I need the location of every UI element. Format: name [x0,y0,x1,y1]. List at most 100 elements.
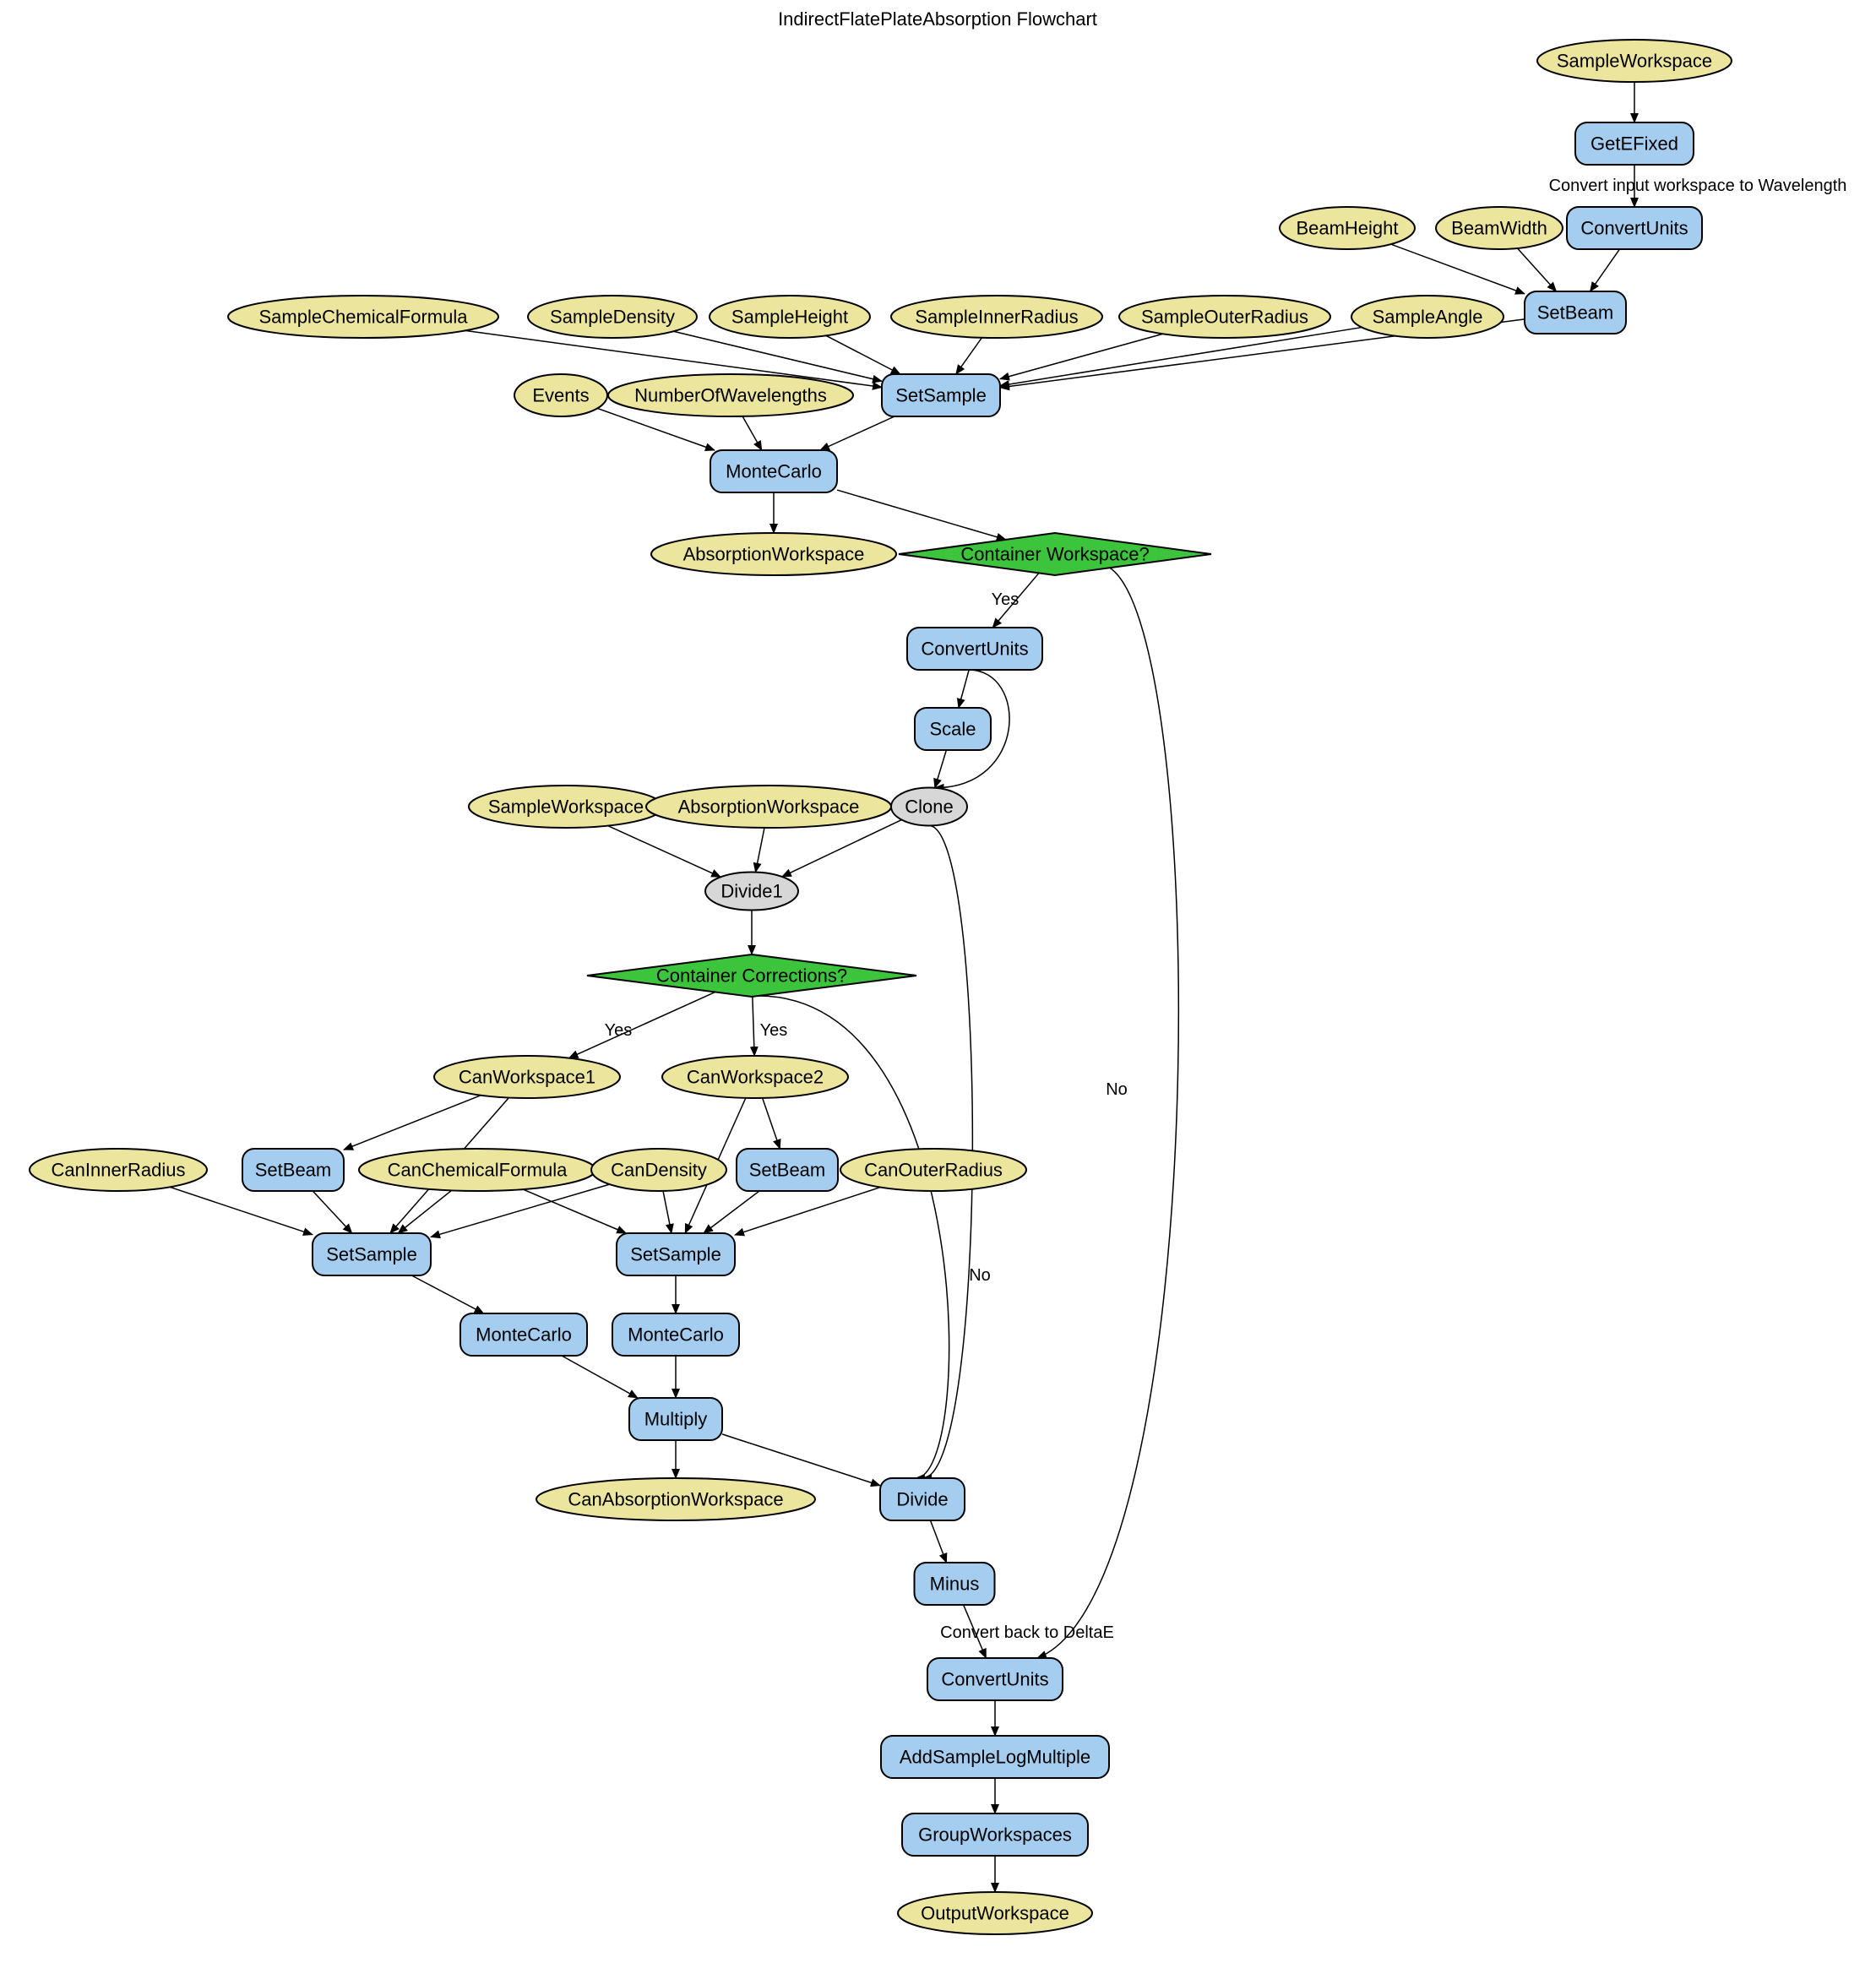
node-GroupWorkspaces: GroupWorkspaces [902,1813,1088,1856]
node-label: CanAbsorptionWorkspace [568,1489,783,1510]
node-SetSample_top: SetSample [882,374,1000,416]
node-label: SampleInnerRadius [915,307,1078,328]
edge [663,1191,672,1233]
node-label: Divide [896,1489,948,1510]
edge [1391,244,1525,294]
edge [735,1188,880,1236]
node-ContainerWorkspaceQ: Container Workspace? [899,533,1211,575]
edge-label: Convert input workspace to Wavelength [1549,177,1847,195]
node-CanDensity: CanDensity [591,1149,726,1191]
node-SampleAngle: SampleAngle [1351,296,1504,338]
node-AddSampleLogMultiple: AddSampleLogMultiple [881,1736,1109,1778]
node-SampleWorkspace_mid: SampleWorkspace [469,786,663,828]
node-BeamWidth: BeamWidth [1436,207,1563,249]
node-ConvertUnits_top: ConvertUnits [1567,207,1702,249]
node-SetSample_can2: SetSample [617,1233,735,1275]
node-CanWorkspace2: CanWorkspace2 [662,1056,848,1098]
node-label: Scale [929,719,976,740]
node-label: SetSample [630,1244,721,1265]
node-Scale: Scale [915,708,991,750]
edge [344,1096,481,1150]
node-label: SetBeam [1537,302,1614,324]
edge [1518,248,1557,291]
node-label: Clone [905,797,953,818]
node-label: BeamWidth [1451,218,1547,239]
node-label: SampleAngle [1373,307,1483,328]
edge [722,1434,880,1486]
edges-layer: Convert input workspace to Wavelength Yes… [170,82,1846,1892]
edge [935,750,947,788]
edge [398,1190,451,1233]
edge [411,1275,483,1313]
node-label: SampleWorkspace [488,797,644,818]
node-Minus: Minus [915,1563,995,1605]
node-MonteCarlo_can1: MonteCarlo [460,1313,587,1356]
edge-label: Yes [992,590,1020,609]
nodes-layer: SampleWorkspace GetEFixed ConvertUnits Beam… [30,40,1732,1934]
edge [704,1191,759,1233]
node-GetEFixed: GetEFixed [1575,122,1694,165]
node-ConvertUnits_bot: ConvertUnits [927,1658,1063,1700]
node-label: ConvertUnits [1580,218,1688,239]
edge [956,338,982,374]
node-label: Container Workspace? [960,544,1149,565]
edge [568,992,715,1058]
node-BeamHeight: BeamHeight [1280,207,1415,249]
node-SetBeam_can1: SetBeam [242,1149,344,1191]
node-label: CanChemicalFormula [388,1160,568,1181]
node-label: SampleOuterRadius [1141,307,1308,328]
edge [820,416,894,450]
node-label: Multiply [644,1409,708,1430]
node-Multiply: Multiply [629,1398,722,1440]
edge [431,1184,610,1237]
node-label: OutputWorkspace [921,1903,1069,1924]
node-label: ConvertUnits [941,1669,1048,1690]
node-label: SampleDensity [550,307,675,328]
node-CanAbsorptionWorkspace: CanAbsorptionWorkspace [536,1478,815,1520]
node-AbsorptionWorkspace2: AbsorptionWorkspace [646,786,891,828]
node-MonteCarlo_top: MonteCarlo [710,450,837,492]
edge [755,828,764,873]
edge [1037,568,1178,1658]
edge-label: Yes [760,1021,788,1040]
edge-label: No [1106,1080,1128,1099]
edge [313,1191,352,1233]
node-label: SampleHeight [731,307,848,328]
node-label: SetSample [326,1244,417,1265]
edge [742,416,762,450]
node-SetSample_can1: SetSample [313,1233,431,1275]
node-SampleHeight: SampleHeight [710,296,870,338]
node-SetBeam_can2: SetBeam [737,1149,838,1191]
node-label: NumberOfWavelengths [634,385,827,406]
node-label: SampleChemicalFormula [259,307,469,328]
node-label: MonteCarlo [476,1324,572,1346]
node-Clone: Clone [891,788,967,826]
edge-label: Convert back to DeltaE [940,1623,1114,1642]
node-ConvertUnits_mid: ConvertUnits [907,628,1042,670]
node-label: Container Corrections? [656,965,847,987]
node-label: ConvertUnits [921,639,1028,660]
node-label: SampleWorkspace [1557,51,1712,72]
node-Divide_bottom: Divide [880,1478,965,1520]
edge [763,1098,780,1149]
node-CanWorkspace1: CanWorkspace1 [434,1056,620,1098]
edge [837,490,1006,540]
node-SetBeam_top: SetBeam [1525,291,1626,334]
node-label: CanInnerRadius [52,1160,186,1181]
edge [608,826,721,878]
node-CanChemicalFormula: CanChemicalFormula [359,1149,595,1191]
flowchart-diagram: Convert input workspace to Wavelength Yes… [0,0,1876,1963]
node-CanInnerRadius: CanInnerRadius [30,1149,207,1191]
diagram-svg: Convert input workspace to Wavelength Yes… [0,0,1876,1963]
edge [931,1520,947,1563]
node-SampleOuterRadius: SampleOuterRadius [1119,296,1330,338]
node-AbsorptionWorkspace: AbsorptionWorkspace [651,533,896,575]
node-NumberOfWavelengths: NumberOfWavelengths [608,374,853,416]
node-label: SetSample [895,385,987,406]
edge [523,1189,626,1233]
node-SampleWorkspace_top: SampleWorkspace [1537,40,1732,82]
edge [562,1356,638,1398]
edge [170,1187,313,1234]
node-Divide1: Divide1 [705,873,798,911]
node-label: AbsorptionWorkspace [678,797,860,818]
